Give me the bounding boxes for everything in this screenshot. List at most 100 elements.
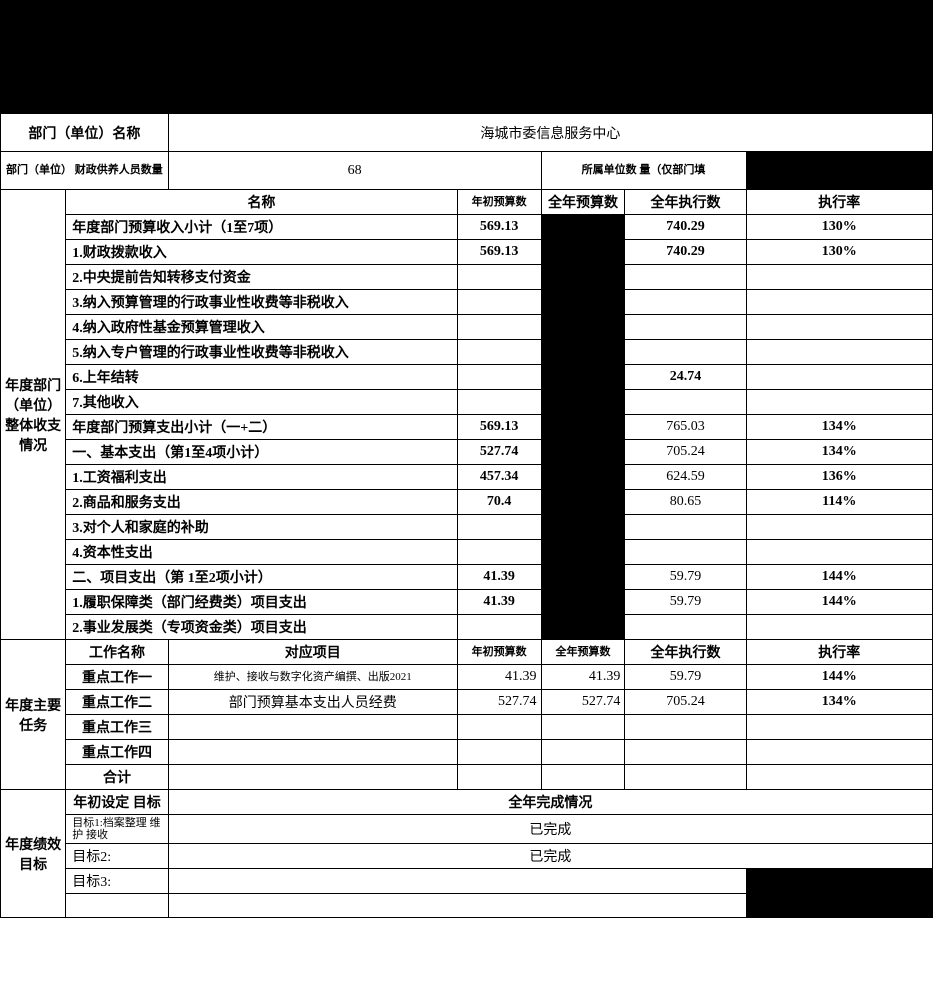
cell: 59.79	[625, 565, 746, 590]
cell: 134%	[746, 415, 932, 440]
cell: 80.65	[625, 490, 746, 515]
table-row: 3.纳入预算管理的行政事业性收费等非税收入	[1, 290, 933, 315]
cell: 41.39	[457, 590, 541, 615]
task-name: 重点工作一	[66, 665, 169, 690]
table-row: 目标3:	[1, 869, 933, 894]
table-row: 重点工作三	[1, 715, 933, 740]
task-proj: 部门预算基本支出人员经费	[168, 690, 457, 715]
cell: 59.79	[625, 590, 746, 615]
table-row: 7.其他收入	[1, 390, 933, 415]
table-row: 二、项目支出（第 1至2项小计） 41.39 59.79 144%	[1, 565, 933, 590]
sub-units-black	[746, 152, 932, 190]
side1-label: 年度部门（单位）整体收支情况	[1, 190, 66, 640]
cell: 740.29	[625, 240, 746, 265]
goal-label: 目标3:	[66, 869, 169, 894]
cell: 569.13	[457, 415, 541, 440]
row-name: 2.事业发展类（专项资金类）项目支出	[66, 615, 457, 640]
table-row: 年度部门预算收入小计（1至7项） 569.13 740.29 130%	[1, 215, 933, 240]
staff-label: 部门（单位） 财政供养人员数量	[1, 152, 169, 190]
cell: 527.74	[541, 690, 625, 715]
cell: 705.24	[625, 690, 746, 715]
goal-value: 已完成	[168, 844, 932, 869]
cell: 41.39	[457, 565, 541, 590]
cell: 144%	[746, 590, 932, 615]
cell: 130%	[746, 240, 932, 265]
cell: 144%	[746, 565, 932, 590]
table-row: 目标2: 已完成	[1, 844, 933, 869]
table-row: 合计	[1, 765, 933, 790]
task-name: 重点工作二	[66, 690, 169, 715]
cell: 569.13	[457, 240, 541, 265]
task-col-rate: 执行率	[746, 640, 932, 665]
dept-label: 部门（单位）名称	[1, 114, 169, 152]
table-row: 6.上年结转 24.74	[1, 365, 933, 390]
goal-value: 已完成	[168, 815, 932, 844]
col-rate: 执行率	[746, 190, 932, 215]
cell: 705.24	[625, 440, 746, 465]
black-grid-row	[0, 64, 933, 113]
row-name: 3.纳入预算管理的行政事业性收费等非税收入	[66, 290, 457, 315]
table-row: 4.纳入政府性基金预算管理收入	[1, 315, 933, 340]
cell: 740.29	[625, 215, 746, 240]
table-row: 重点工作一 维护、接收与数字化资产编撰、出版2021 41.39 41.39 5…	[1, 665, 933, 690]
row-name: 年度部门预算收入小计（1至7项）	[66, 215, 457, 240]
goal-label: 目标2:	[66, 844, 169, 869]
staff-value: 68	[168, 152, 541, 190]
main-table: 部门（单位）名称 海城市委信息服务中心 部门（单位） 财政供养人员数量 68 所…	[0, 113, 933, 918]
row-name: 2.中央提前告知转移支付资金	[66, 265, 457, 290]
cell: 136%	[746, 465, 932, 490]
cell: 41.39	[541, 665, 625, 690]
goal-done-label: 全年完成情况	[168, 790, 932, 815]
table-row: 4.资本性支出	[1, 540, 933, 565]
task-col-exec: 全年执行数	[625, 640, 746, 665]
row-name: 4.纳入政府性基金预算管理收入	[66, 315, 457, 340]
table-row: 3.对个人和家庭的补助	[1, 515, 933, 540]
table-row: 1.履职保障类（部门经费类）项目支出 41.39 59.79 144%	[1, 590, 933, 615]
row-name: 1.履职保障类（部门经费类）项目支出	[66, 590, 457, 615]
cell: 24.74	[625, 365, 746, 390]
cell: 114%	[746, 490, 932, 515]
task-col-name: 工作名称	[66, 640, 169, 665]
cell: 59.79	[625, 665, 746, 690]
top-black-region	[0, 0, 933, 64]
side2-label: 年度主要任务	[1, 640, 66, 790]
table-row: 重点工作四	[1, 740, 933, 765]
table-row: 一、基本支出（第1至4项小计） 527.74 705.24 134%	[1, 440, 933, 465]
row-name: 二、项目支出（第 1至2项小计）	[66, 565, 457, 590]
side3-label: 年度绩效目标	[1, 790, 66, 918]
goal-label: 目标1:档案整理 维护 接收	[66, 815, 169, 844]
cell: 134%	[746, 690, 932, 715]
row-name: 1.财政拨款收入	[66, 240, 457, 265]
cell: 41.39	[457, 665, 541, 690]
cell: 527.74	[457, 690, 541, 715]
col-name: 名称	[66, 190, 457, 215]
row-name: 1.工资福利支出	[66, 465, 457, 490]
col-full: 全年预算数	[541, 190, 625, 215]
task-col-proj: 对应项目	[168, 640, 457, 665]
cell: 527.74	[457, 440, 541, 465]
sub-units-label: 所属单位数 量（仅部门填	[541, 152, 746, 190]
row-name: 一、基本支出（第1至4项小计）	[66, 440, 457, 465]
row-name: 年度部门预算支出小计（一+二）	[66, 415, 457, 440]
row-name: 5.纳入专户管理的行政事业性收费等非税收入	[66, 340, 457, 365]
table-row: 重点工作二 部门预算基本支出人员经费 527.74 527.74 705.24 …	[1, 690, 933, 715]
table-row: 1.财政拨款收入 569.13 740.29 130%	[1, 240, 933, 265]
cell: 134%	[746, 440, 932, 465]
cell: 70.4	[457, 490, 541, 515]
table-row: 5.纳入专户管理的行政事业性收费等非税收入	[1, 340, 933, 365]
dept-value: 海城市委信息服务中心	[168, 114, 932, 152]
task-col-full: 全年预算数	[541, 640, 625, 665]
task-proj: 维护、接收与数字化资产编撰、出版2021	[168, 665, 457, 690]
table-row: 年度部门预算支出小计（一+二） 569.13 765.03 134%	[1, 415, 933, 440]
black-cell	[541, 215, 625, 240]
goal-set-label: 年初设定 目标	[66, 790, 169, 815]
task-name: 合计	[66, 765, 169, 790]
table-row: 2.中央提前告知转移支付资金	[1, 265, 933, 290]
cell: 765.03	[625, 415, 746, 440]
col-begin: 年初预算数	[457, 190, 541, 215]
row-name: 6.上年结转	[66, 365, 457, 390]
row-name: 2.商品和服务支出	[66, 490, 457, 515]
table-row: 目标1:档案整理 维护 接收 已完成	[1, 815, 933, 844]
cell: 569.13	[457, 215, 541, 240]
cell: 624.59	[625, 465, 746, 490]
